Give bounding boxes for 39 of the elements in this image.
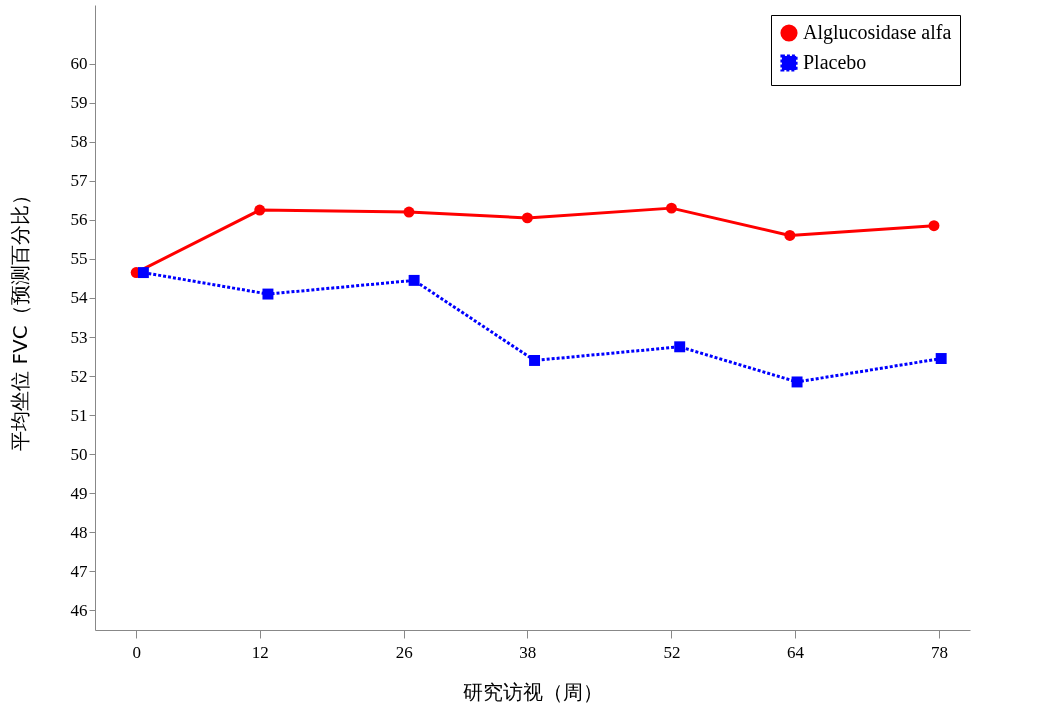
legend-label: Placebo — [803, 51, 867, 73]
y-tick-label: 55 — [70, 249, 88, 269]
x-tick-label: 64 — [787, 642, 805, 662]
y-tick-label: 60 — [70, 54, 88, 74]
point — [521, 212, 533, 224]
point — [935, 353, 947, 364]
legend-label: Alglucosidase alfa — [803, 21, 952, 44]
x-axis-title: 研究访视（周） — [463, 679, 603, 704]
point — [403, 206, 415, 218]
y-tick-label: 46 — [70, 600, 88, 620]
y-tick-label: 51 — [70, 405, 88, 425]
point — [137, 267, 149, 279]
y-tick-label: 54 — [70, 288, 88, 308]
x-tick-label: 38 — [519, 642, 537, 662]
y-tick-label: 47 — [70, 561, 88, 581]
point — [408, 274, 420, 286]
y-tick-label: 59 — [70, 93, 88, 113]
y-tick-label: 58 — [70, 132, 88, 152]
y-tick-label: 52 — [70, 366, 88, 386]
y-tick-label: 57 — [70, 171, 88, 191]
point — [784, 230, 796, 241]
point — [928, 220, 940, 232]
point — [791, 376, 803, 388]
point — [262, 288, 274, 300]
y-tick-label: 49 — [70, 483, 88, 503]
y-axis-title: 平均坐位 FVC（预测百分比） — [7, 185, 32, 451]
point — [665, 202, 677, 214]
point — [674, 341, 686, 353]
x-tick-label: 0 — [132, 642, 141, 662]
y-tick-label: 48 — [70, 522, 88, 542]
x-tick-label: 26 — [395, 642, 413, 662]
x-tick-label: 52 — [663, 642, 681, 662]
y-tick-label: 53 — [70, 327, 88, 347]
x-tick-label: 12 — [251, 642, 269, 662]
y-tick-label: 50 — [70, 444, 88, 464]
point — [254, 204, 266, 216]
point — [529, 354, 541, 366]
y-tick-label: 56 — [70, 210, 88, 230]
x-tick-label: 78 — [931, 642, 949, 662]
